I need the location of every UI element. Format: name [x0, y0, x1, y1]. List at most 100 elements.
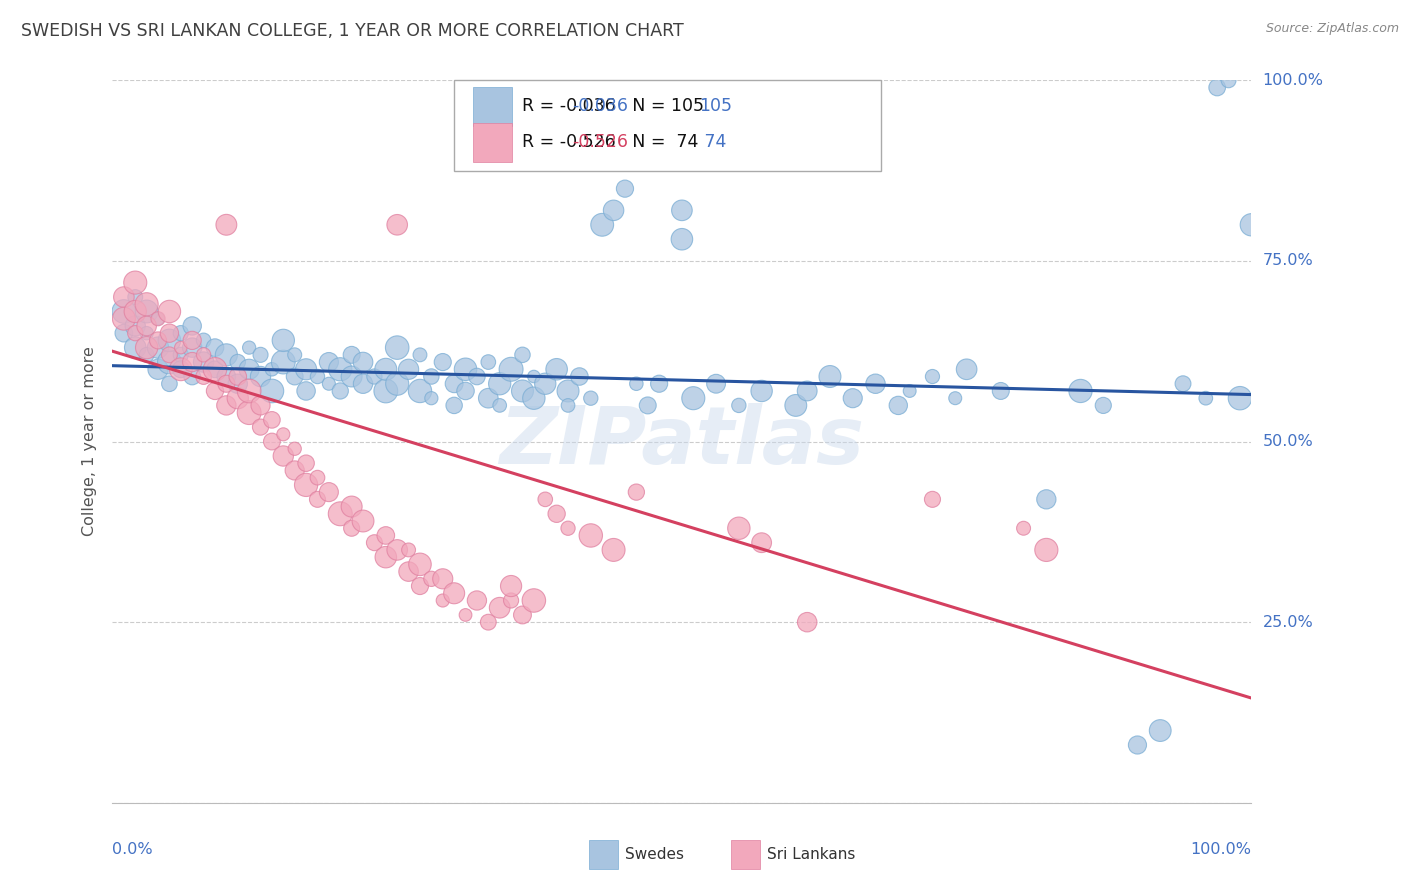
- Point: [990, 384, 1012, 398]
- Point: [260, 384, 283, 398]
- Text: 100.0%: 100.0%: [1191, 842, 1251, 856]
- Point: [249, 398, 271, 412]
- Point: [488, 376, 510, 391]
- Point: [146, 341, 169, 355]
- Point: [501, 362, 523, 376]
- Text: 105: 105: [699, 97, 733, 115]
- Point: [671, 232, 693, 246]
- Point: [385, 341, 409, 355]
- Point: [181, 334, 204, 348]
- Text: Sri Lankans: Sri Lankans: [768, 847, 856, 863]
- FancyBboxPatch shape: [589, 840, 619, 870]
- Point: [181, 318, 204, 333]
- Point: [260, 362, 283, 376]
- Point: [159, 348, 180, 362]
- Point: [340, 500, 363, 514]
- Point: [898, 384, 921, 398]
- Point: [443, 398, 465, 412]
- Point: [512, 384, 534, 398]
- Point: [124, 318, 146, 333]
- Point: [374, 384, 396, 398]
- Text: 100.0%: 100.0%: [1263, 73, 1323, 87]
- Point: [943, 391, 966, 405]
- Point: [112, 311, 135, 326]
- Point: [318, 355, 340, 369]
- Point: [363, 535, 385, 549]
- Point: [340, 369, 363, 384]
- Point: [181, 369, 204, 384]
- Point: [818, 369, 841, 384]
- Point: [238, 362, 260, 376]
- Point: [841, 391, 863, 405]
- Point: [443, 586, 465, 600]
- Point: [523, 369, 546, 384]
- Point: [637, 398, 659, 412]
- FancyBboxPatch shape: [731, 840, 761, 870]
- Text: 75.0%: 75.0%: [1263, 253, 1313, 268]
- Point: [352, 376, 374, 391]
- Point: [613, 182, 636, 196]
- Point: [454, 607, 477, 622]
- Point: [602, 542, 624, 557]
- Point: [181, 341, 204, 355]
- Point: [1218, 73, 1240, 87]
- Point: [124, 341, 146, 355]
- Text: Source: ZipAtlas.com: Source: ZipAtlas.com: [1265, 22, 1399, 36]
- Point: [135, 326, 157, 340]
- Point: [226, 355, 249, 369]
- Point: [193, 334, 215, 348]
- Point: [215, 398, 238, 412]
- Point: [249, 369, 271, 384]
- Point: [512, 607, 534, 622]
- Point: [159, 376, 180, 391]
- Point: [146, 334, 169, 348]
- Point: [193, 369, 215, 384]
- Point: [204, 384, 226, 398]
- Point: [682, 391, 704, 405]
- Point: [465, 593, 488, 607]
- Point: [796, 615, 818, 630]
- Point: [477, 615, 499, 630]
- Point: [112, 290, 135, 304]
- FancyBboxPatch shape: [474, 123, 512, 162]
- Point: [307, 492, 329, 507]
- Point: [728, 521, 751, 535]
- Point: [260, 434, 283, 449]
- Text: SWEDISH VS SRI LANKAN COLLEGE, 1 YEAR OR MORE CORRELATION CHART: SWEDISH VS SRI LANKAN COLLEGE, 1 YEAR OR…: [21, 22, 683, 40]
- Point: [546, 507, 568, 521]
- Point: [340, 348, 363, 362]
- Point: [956, 362, 979, 376]
- Point: [579, 528, 602, 542]
- Text: 50.0%: 50.0%: [1263, 434, 1313, 449]
- Point: [420, 572, 443, 586]
- Point: [374, 362, 396, 376]
- Point: [249, 420, 271, 434]
- Point: [477, 391, 499, 405]
- Point: [591, 218, 613, 232]
- Text: -0.526: -0.526: [572, 134, 628, 152]
- Point: [146, 311, 169, 326]
- Point: [534, 492, 557, 507]
- Point: [307, 369, 329, 384]
- Point: [318, 376, 340, 391]
- Point: [534, 376, 557, 391]
- Point: [477, 355, 499, 369]
- Point: [295, 384, 318, 398]
- Point: [398, 542, 420, 557]
- Point: [409, 558, 432, 572]
- Point: [1126, 738, 1149, 752]
- Point: [546, 362, 568, 376]
- Point: [568, 369, 591, 384]
- Point: [329, 507, 352, 521]
- Point: [728, 398, 751, 412]
- Point: [465, 369, 488, 384]
- Point: [284, 463, 307, 477]
- Point: [170, 362, 193, 376]
- Point: [1240, 218, 1263, 232]
- Text: R = -0.526   N =  74: R = -0.526 N = 74: [523, 134, 699, 152]
- Point: [193, 355, 215, 369]
- Point: [271, 427, 295, 442]
- Point: [602, 203, 624, 218]
- Point: [454, 362, 477, 376]
- Point: [204, 341, 226, 355]
